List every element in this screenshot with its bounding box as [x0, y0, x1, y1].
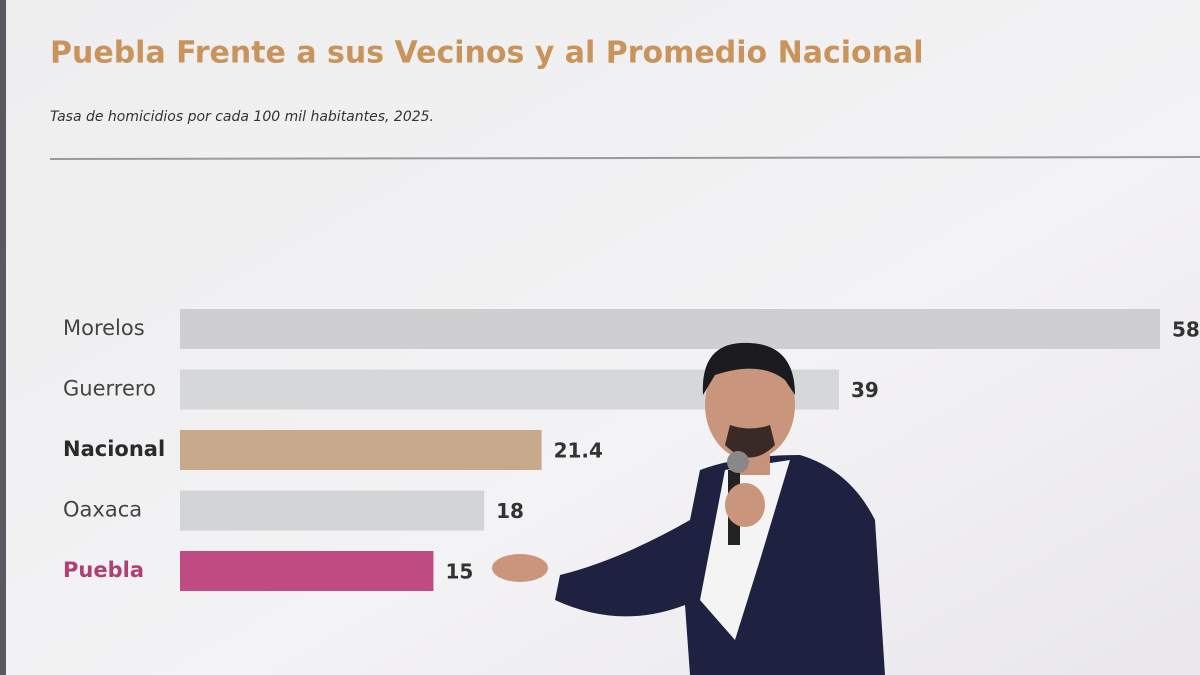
- category-label: Nacional: [63, 437, 165, 461]
- bar: [180, 490, 485, 531]
- category-label: Oaxaca: [63, 498, 142, 522]
- hand: [492, 554, 548, 582]
- divider: [49, 156, 1200, 160]
- hand: [725, 483, 765, 527]
- value-label: 15: [445, 560, 473, 584]
- value-label: 18: [496, 499, 524, 523]
- category-label: Guerrero: [63, 377, 156, 401]
- microphone-head: [727, 451, 749, 473]
- face: [705, 350, 795, 460]
- shirt: [700, 460, 790, 640]
- chart-title: Puebla Frente a sus Vecinos y al Promedi…: [50, 36, 924, 71]
- value-label: 21.4: [554, 439, 603, 463]
- bar: [180, 309, 1160, 349]
- value-label: 58: [1172, 318, 1200, 342]
- value-label: 39: [851, 378, 879, 402]
- hair: [702, 342, 795, 395]
- category-label: Puebla: [63, 558, 144, 582]
- screen-edge: [0, 0, 6, 675]
- beard: [725, 425, 775, 458]
- bar: [180, 551, 434, 591]
- presenter: [492, 342, 885, 675]
- chart-subtitle: Tasa de homicidios por cada 100 mil habi…: [50, 109, 434, 125]
- category-label: Morelos: [63, 316, 145, 340]
- bar: [180, 430, 542, 470]
